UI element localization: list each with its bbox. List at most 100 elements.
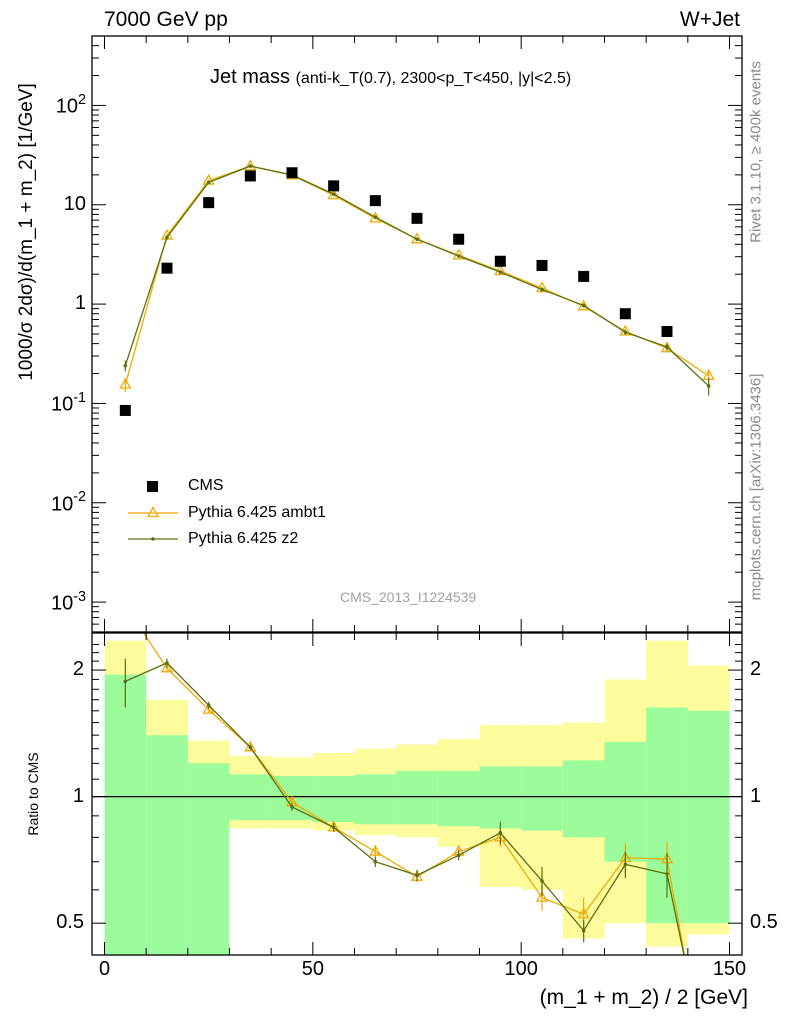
main-title-text: Jet mass bbox=[210, 66, 291, 88]
legend-z2-marker bbox=[151, 537, 155, 541]
ratio-z2-point bbox=[123, 679, 128, 684]
y-tick-label-ratio-right: 2 bbox=[750, 658, 762, 681]
legend-cms-marker bbox=[147, 481, 158, 492]
x-tick-label: 0 bbox=[98, 958, 111, 980]
band-inner-bin bbox=[479, 766, 522, 829]
cms-point bbox=[494, 255, 506, 267]
band-inner-bin bbox=[354, 774, 397, 825]
cms-point bbox=[578, 270, 590, 282]
ratio-ambt1-point bbox=[577, 907, 590, 919]
axis-ticks bbox=[92, 35, 742, 955]
z2-point bbox=[206, 180, 211, 185]
cms-point bbox=[453, 233, 465, 245]
ratio-z2-point bbox=[331, 825, 336, 830]
cms-point bbox=[328, 180, 340, 192]
ratio-z2-point bbox=[581, 928, 586, 933]
ratio-y-axis-label: Ratio to CMS bbox=[25, 752, 41, 836]
cms-point bbox=[369, 195, 381, 207]
cms-point bbox=[119, 404, 131, 416]
ratio-plot-frame bbox=[91, 632, 743, 956]
ratio-ambt1-point bbox=[244, 740, 257, 752]
ratio-z2-point bbox=[623, 862, 628, 867]
z2-point bbox=[456, 254, 461, 258]
z2-point bbox=[581, 303, 586, 308]
x-tick-label: 100 bbox=[504, 958, 538, 980]
z2-point bbox=[331, 192, 336, 196]
ratio-ambt1-point bbox=[369, 844, 382, 856]
band-inner-bin bbox=[437, 771, 480, 827]
ratio-z2-point bbox=[498, 831, 503, 835]
band-inner-bin bbox=[187, 763, 230, 955]
legend-z2-label: Pythia 6.425 z2 bbox=[188, 530, 299, 547]
ratio-z2-point bbox=[165, 661, 169, 665]
header-right: W+Jet bbox=[679, 8, 740, 31]
cms-point bbox=[203, 197, 215, 209]
ratio-z2-point bbox=[373, 859, 378, 864]
y-tick-label-main: 10-2 bbox=[50, 489, 86, 516]
ambt1-point bbox=[119, 377, 132, 389]
band-inner-bin bbox=[104, 674, 147, 955]
cms-point bbox=[286, 167, 298, 179]
y-tick-label-main: 10 bbox=[63, 192, 86, 215]
ratio-ambt1-point bbox=[120, 600, 130, 609]
main-title-sub: (anti-k_T(0.7), 2300<p_T<450, |y|<2.5) bbox=[295, 70, 572, 87]
band-inner-bin bbox=[146, 735, 188, 955]
ratio-uncertainty-bands bbox=[104, 640, 730, 955]
ambt1-point bbox=[244, 159, 257, 171]
ratio-z2-point bbox=[456, 853, 461, 858]
ambt1-point bbox=[577, 299, 590, 311]
band-inner-bin bbox=[396, 771, 438, 825]
ratio-ambt1-point bbox=[683, 968, 693, 977]
ratio-z2-point bbox=[686, 971, 690, 975]
band-inner-bin bbox=[687, 710, 730, 924]
side-text-rivet: Rivet 3.1.10, ≥ 400k events bbox=[747, 61, 765, 243]
ratio-series bbox=[120, 600, 693, 977]
side-text-mcplots: mcplots.cern.ch [arXiv:1306.3436] bbox=[747, 373, 765, 601]
x-axis-label: (m_1 + m_2) / 2 [GeV] bbox=[539, 986, 748, 1009]
z2-point bbox=[498, 270, 503, 274]
cms-point bbox=[536, 259, 548, 271]
z2-point bbox=[123, 363, 128, 368]
y-tick-label-main: 1 bbox=[74, 292, 86, 315]
x-tick-label: 50 bbox=[301, 958, 324, 980]
legend-ambt1-marker bbox=[146, 506, 160, 518]
watermark: CMS_2013_I1224539 bbox=[340, 589, 477, 605]
ratio-z2-point bbox=[415, 873, 419, 878]
ambt1-point bbox=[369, 211, 382, 223]
y-tick-label-ratio-right: 0.5 bbox=[750, 911, 778, 934]
ambt1-point bbox=[535, 281, 549, 293]
main-y-axis-label: 1000/σ 2dσ)/d(m_1 + m_2) [1/GeV] bbox=[16, 83, 37, 381]
ratio-z2-point bbox=[665, 872, 669, 876]
z2-point bbox=[415, 237, 419, 242]
ratio-z2-point bbox=[248, 745, 253, 750]
y-tick-label-main: 102 bbox=[55, 91, 86, 119]
ratio-z2-point bbox=[540, 879, 544, 883]
legend-cms-label: CMS bbox=[188, 477, 224, 494]
cms-point bbox=[619, 308, 631, 320]
x-tick-label: 150 bbox=[712, 958, 747, 980]
band-inner-bin bbox=[604, 741, 647, 862]
cms-point bbox=[244, 170, 256, 182]
band-inner-bin bbox=[562, 760, 605, 838]
z2-point bbox=[165, 235, 169, 240]
z2-point bbox=[373, 215, 378, 219]
ambt1-point bbox=[327, 188, 340, 200]
ratio-ambt1-point bbox=[202, 702, 215, 714]
z2-point bbox=[706, 384, 711, 388]
legend-markers bbox=[128, 481, 178, 541]
cms-point bbox=[661, 325, 673, 337]
ratio-z2-point bbox=[206, 703, 211, 707]
y-tick-label-ratio-right: 1 bbox=[750, 784, 762, 807]
main-title: Jet mass (anti-k_T(0.7), 2300<p_T<450, |… bbox=[210, 66, 571, 89]
z2-point bbox=[623, 330, 628, 335]
cms-point bbox=[161, 262, 173, 274]
y-tick-label-main: 10-3 bbox=[50, 588, 86, 615]
main-series bbox=[119, 159, 715, 416]
y-tick-label-ratio: 1 bbox=[72, 784, 84, 807]
legend-ambt1-label: Pythia 6.425 ambt1 bbox=[188, 504, 326, 521]
ratio-z2-point bbox=[290, 805, 294, 809]
ambt1-point bbox=[660, 341, 674, 353]
z2-point bbox=[665, 345, 669, 349]
band-inner-bin bbox=[312, 775, 355, 823]
